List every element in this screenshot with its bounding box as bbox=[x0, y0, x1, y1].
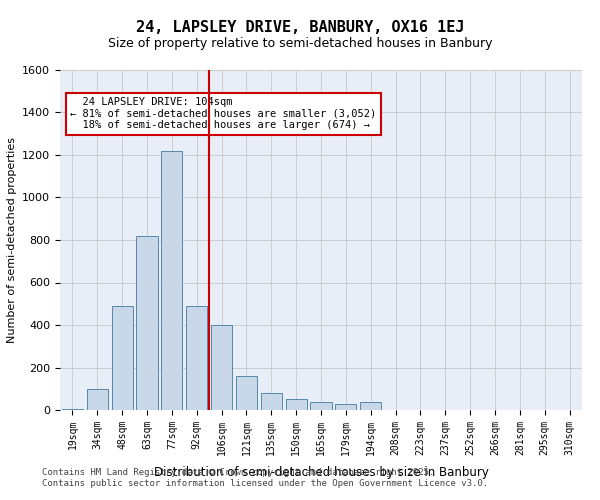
Text: Contains HM Land Registry data © Crown copyright and database right 2025.
Contai: Contains HM Land Registry data © Crown c… bbox=[42, 468, 488, 487]
Bar bbox=[310, 402, 332, 410]
Bar bbox=[136, 236, 158, 410]
X-axis label: Distribution of semi-detached houses by size in Banbury: Distribution of semi-detached houses by … bbox=[154, 466, 488, 479]
Bar bbox=[236, 376, 257, 410]
Bar bbox=[360, 402, 381, 410]
Text: Size of property relative to semi-detached houses in Banbury: Size of property relative to semi-detach… bbox=[108, 38, 492, 51]
Text: 24, LAPSLEY DRIVE, BANBURY, OX16 1EJ: 24, LAPSLEY DRIVE, BANBURY, OX16 1EJ bbox=[136, 20, 464, 35]
Bar bbox=[261, 393, 282, 410]
Text: 24 LAPSLEY DRIVE: 104sqm
← 81% of semi-detached houses are smaller (3,052)
  18%: 24 LAPSLEY DRIVE: 104sqm ← 81% of semi-d… bbox=[70, 97, 377, 130]
Bar bbox=[335, 404, 356, 410]
Y-axis label: Number of semi-detached properties: Number of semi-detached properties bbox=[7, 137, 17, 343]
Bar bbox=[286, 400, 307, 410]
Bar bbox=[62, 409, 83, 410]
Bar bbox=[186, 306, 207, 410]
Bar bbox=[161, 150, 182, 410]
Bar bbox=[112, 306, 133, 410]
Bar bbox=[211, 325, 232, 410]
Bar bbox=[87, 389, 108, 410]
